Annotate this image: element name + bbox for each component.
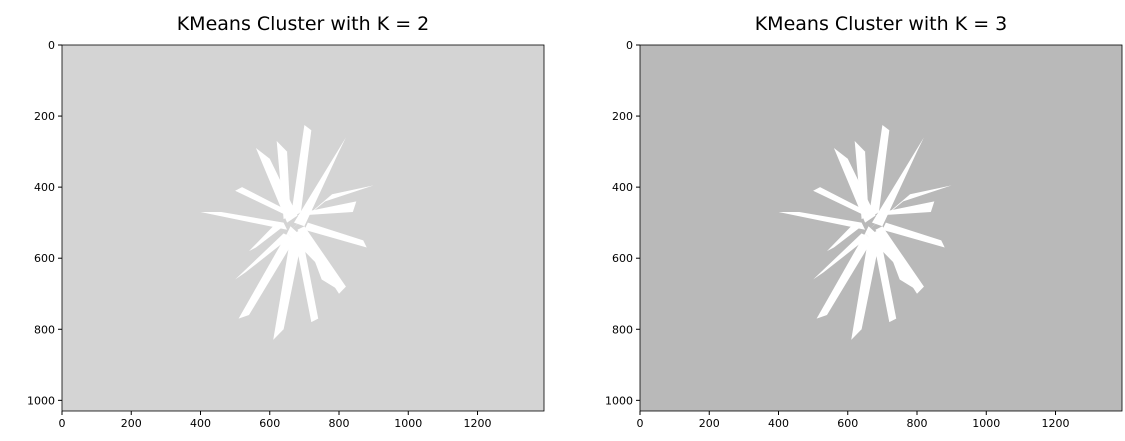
y-tick-label: 0 xyxy=(626,39,633,52)
y-tick-label: 400 xyxy=(34,181,55,194)
y-tick-label: 600 xyxy=(612,252,633,265)
x-tick-label: 800 xyxy=(907,417,928,430)
x-tick-label: 200 xyxy=(699,417,720,430)
x-tick-label: 400 xyxy=(190,417,211,430)
y-tick-label: 1000 xyxy=(605,394,633,407)
x-tick-label: 400 xyxy=(768,417,789,430)
x-tick-label: 800 xyxy=(329,417,350,430)
x-tick-label: 1200 xyxy=(1042,417,1070,430)
axes-frame xyxy=(639,44,1123,412)
chart-title: KMeans Cluster with K = 2 xyxy=(177,13,430,35)
x-tick-label: 200 xyxy=(121,417,142,430)
y-tick-label: 200 xyxy=(612,110,633,123)
y-tick-label: 200 xyxy=(34,110,55,123)
y-tick-label: 600 xyxy=(34,252,55,265)
x-tick-label: 1000 xyxy=(394,417,422,430)
axes-frame xyxy=(61,44,545,412)
y-tick-label: 800 xyxy=(34,323,55,336)
x-tick-label: 1000 xyxy=(972,417,1000,430)
y-tick-label: 1000 xyxy=(27,394,55,407)
x-tick-label: 0 xyxy=(637,417,644,430)
x-tick-label: 0 xyxy=(59,417,66,430)
y-tick-label: 0 xyxy=(48,39,55,52)
y-tick-label: 400 xyxy=(612,181,633,194)
x-tick-label: 1200 xyxy=(464,417,492,430)
y-tick-label: 800 xyxy=(612,323,633,336)
chart-title: KMeans Cluster with K = 3 xyxy=(755,13,1008,35)
x-tick-label: 600 xyxy=(259,417,280,430)
x-tick-label: 600 xyxy=(837,417,858,430)
